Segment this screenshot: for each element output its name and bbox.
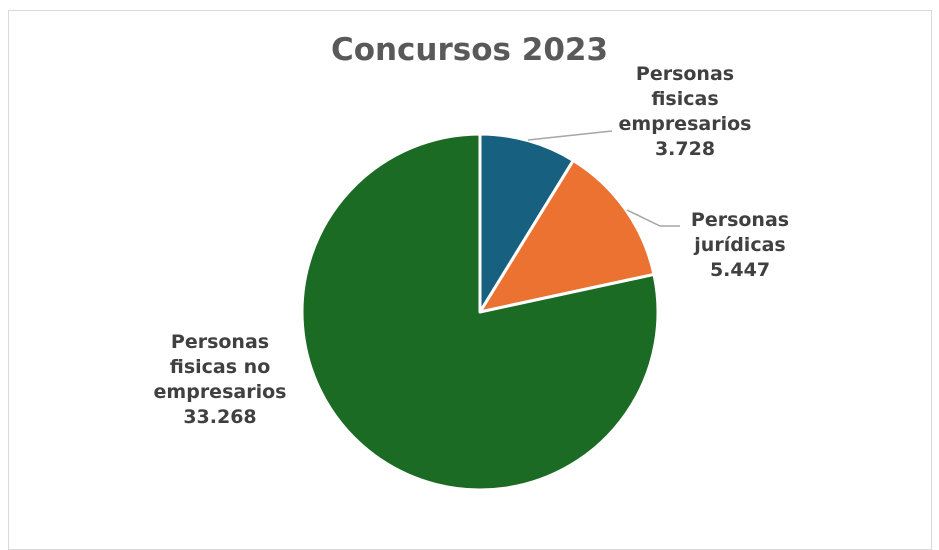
slice-value: 5.447	[709, 259, 771, 281]
leader-line-0	[527, 130, 613, 141]
leader-lines	[527, 130, 680, 227]
slice-value: 3.728	[654, 138, 716, 160]
pie-slice-2	[300, 132, 660, 492]
slice-label-line: fisicas no	[169, 356, 271, 378]
slice-label-line: Personas	[635, 63, 735, 85]
pie-slice-0	[478, 132, 575, 314]
leader-line-1	[626, 209, 680, 227]
pie-slice-1	[478, 158, 656, 314]
pie-slices	[300, 132, 660, 492]
slice-label-personas-fisicas-empresarios: Personas fisicas empresarios 3.728	[600, 62, 770, 162]
slice-label-line: fisicas	[651, 88, 719, 110]
slice-label-line: Personas	[690, 209, 790, 231]
slice-value: 33.268	[183, 406, 257, 428]
chart-title: Concursos 2023	[330, 32, 609, 68]
slice-label-line: Personas	[170, 331, 270, 353]
slice-label-line: jurídicas	[694, 234, 786, 256]
slice-label-line: empresarios	[153, 381, 287, 403]
slice-label-personas-fisicas-no-empresarios: Personas fisicas no empresarios 33.268	[135, 330, 305, 430]
slice-label-personas-juridicas: Personas jurídicas 5.447	[680, 208, 800, 283]
slice-label-line: empresarios	[618, 113, 752, 135]
